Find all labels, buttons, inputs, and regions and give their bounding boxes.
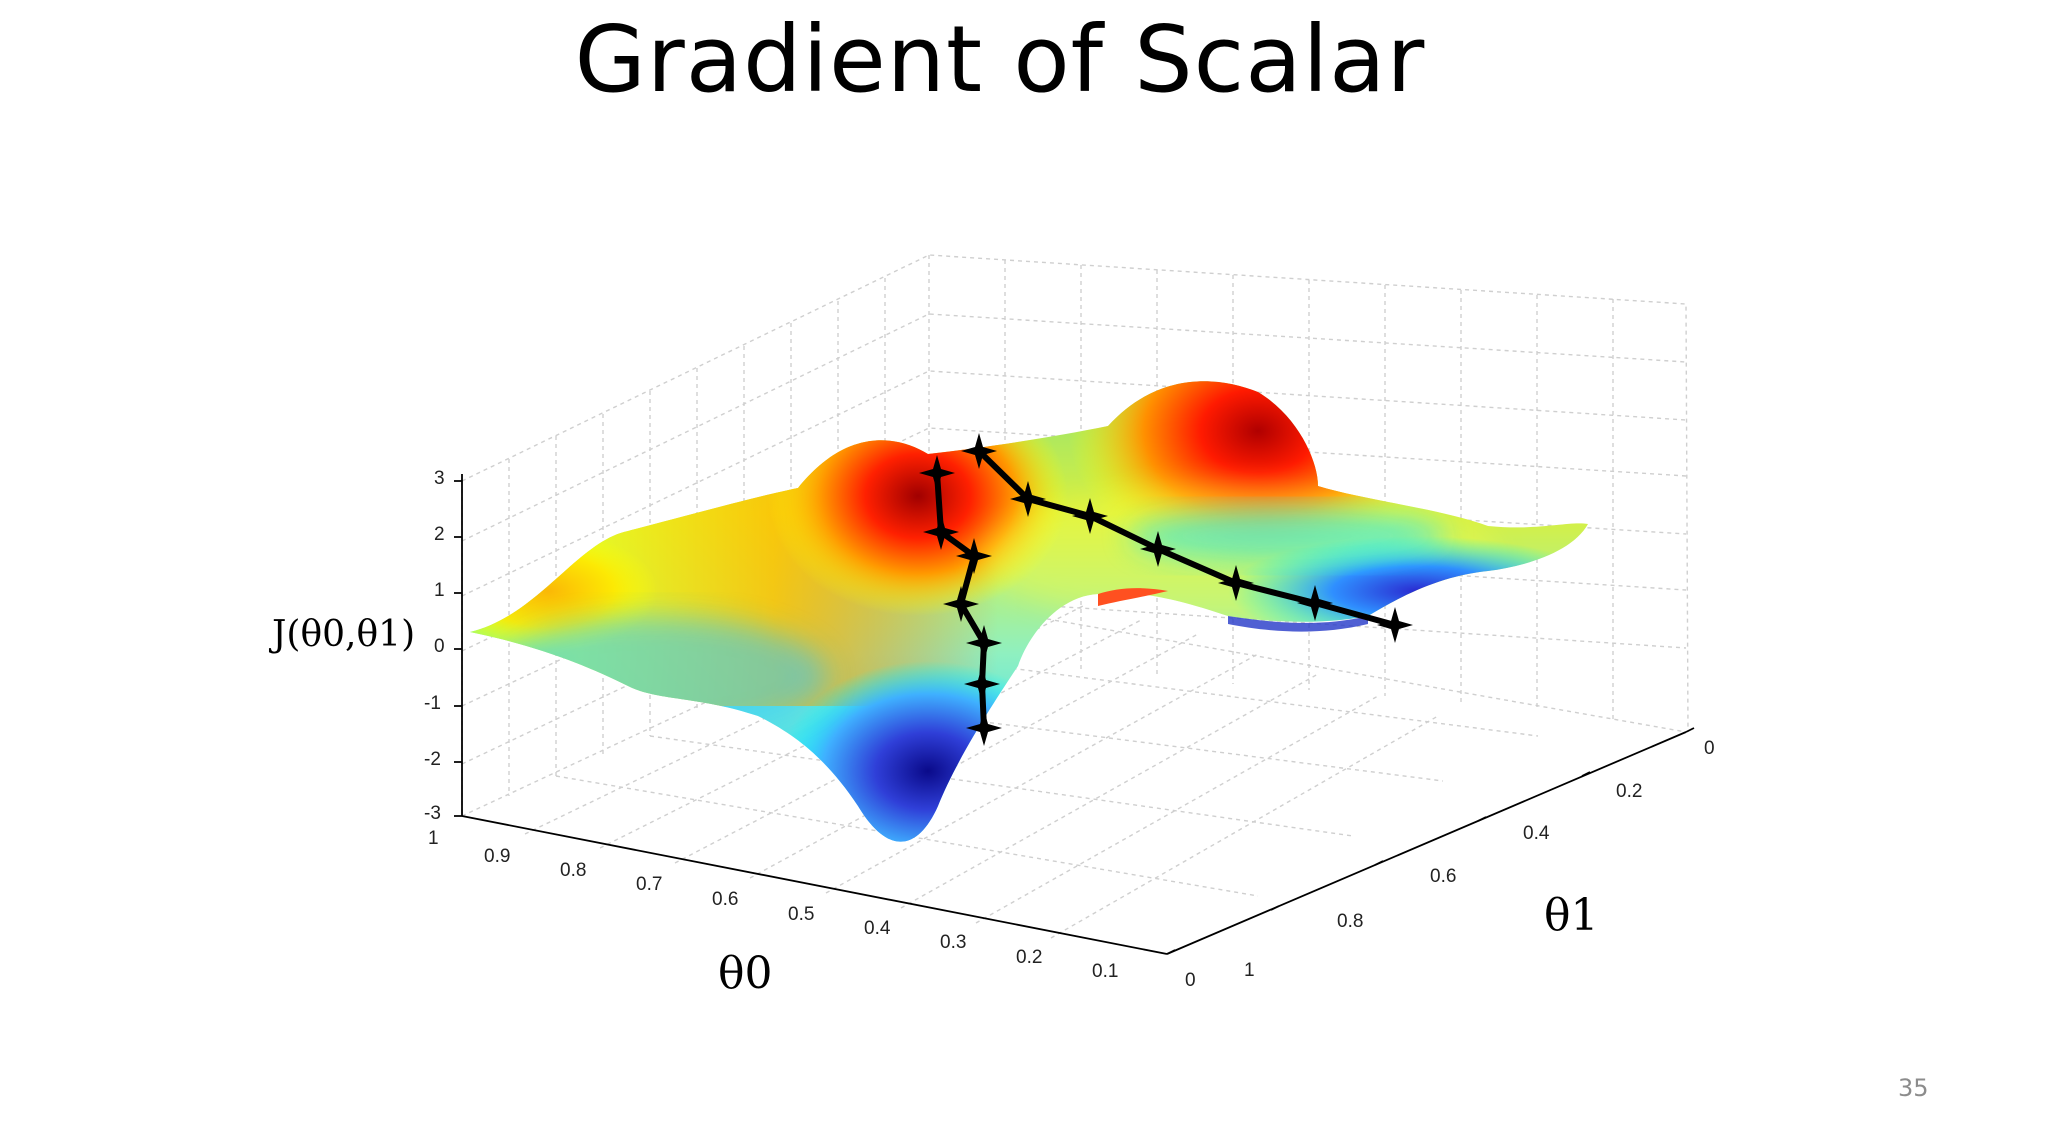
z-tick: 3 [434,468,445,489]
theta1-tick: 0.2 [1616,781,1642,802]
step-marker [943,586,979,622]
theta0-tick: 0.6 [712,889,738,910]
step-marker [961,433,997,469]
descent-step-markers [919,433,1413,746]
plot-axes [454,474,1695,955]
theta0-tick: 0.7 [636,874,662,895]
theta0-tick: 0.5 [788,904,814,925]
surface-plot-svg: 3 2 1 0 -1 -2 -3 1 0.9 0.8 0.7 0.6 0.5 0… [268,254,1715,999]
theta0-tick: 0.4 [864,918,891,939]
theta0-tick: 0.2 [1016,947,1042,968]
theta1-axis-ticks: 0 0.2 0.4 0.6 0.8 1 [1244,738,1715,981]
theta0-tick: 0 [1185,970,1196,991]
z-tick: -1 [424,693,441,714]
theta1-axis-label: θ1 [1544,890,1598,941]
z-tick: 2 [434,524,445,545]
step-marker [1218,565,1254,601]
theta1-tick: 0.6 [1430,866,1456,887]
page-number: 35 [1898,1074,1929,1102]
theta0-tick: 0.1 [1092,961,1118,982]
z-tick: -2 [424,749,441,770]
step-marker [923,514,959,550]
step-marker [964,666,1000,702]
step-marker [956,538,992,574]
theta0-axis-ticks: 1 0.9 0.8 0.7 0.6 0.5 0.4 0.3 0.2 0.1 0 [428,828,1196,991]
z-axis-label: J(θ0,θ1) [268,614,415,655]
surface-plot-figure: 3 2 1 0 -1 -2 -3 1 0.9 0.8 0.7 0.6 0.5 0… [238,196,1823,1056]
step-marker [1072,498,1108,534]
step-marker [966,625,1002,661]
theta0-tick: 0.3 [940,932,966,953]
theta1-tick: 1 [1244,960,1255,981]
cost-surface [470,381,1588,842]
theta1-tick: 0 [1704,738,1715,759]
step-marker [1010,481,1046,517]
step-marker [966,710,1002,746]
z-tick: 1 [434,580,445,601]
step-marker [1140,531,1176,567]
step-marker [919,455,955,491]
z-tick: 0 [434,636,445,657]
theta0-axis-label: θ0 [718,948,772,999]
step-marker [1297,585,1333,621]
theta0-tick: 0.9 [484,846,510,867]
z-axis-ticks: 3 2 1 0 -1 -2 -3 [424,468,445,824]
step-marker [1377,607,1413,643]
theta1-tick: 0.4 [1523,823,1550,844]
theta0-tick: 0.8 [560,860,586,881]
theta0-tick: 1 [428,828,439,849]
theta1-tick: 0.8 [1337,911,1363,932]
slide-title: Gradient of Scalar [574,6,1426,113]
z-tick: -3 [424,803,441,824]
